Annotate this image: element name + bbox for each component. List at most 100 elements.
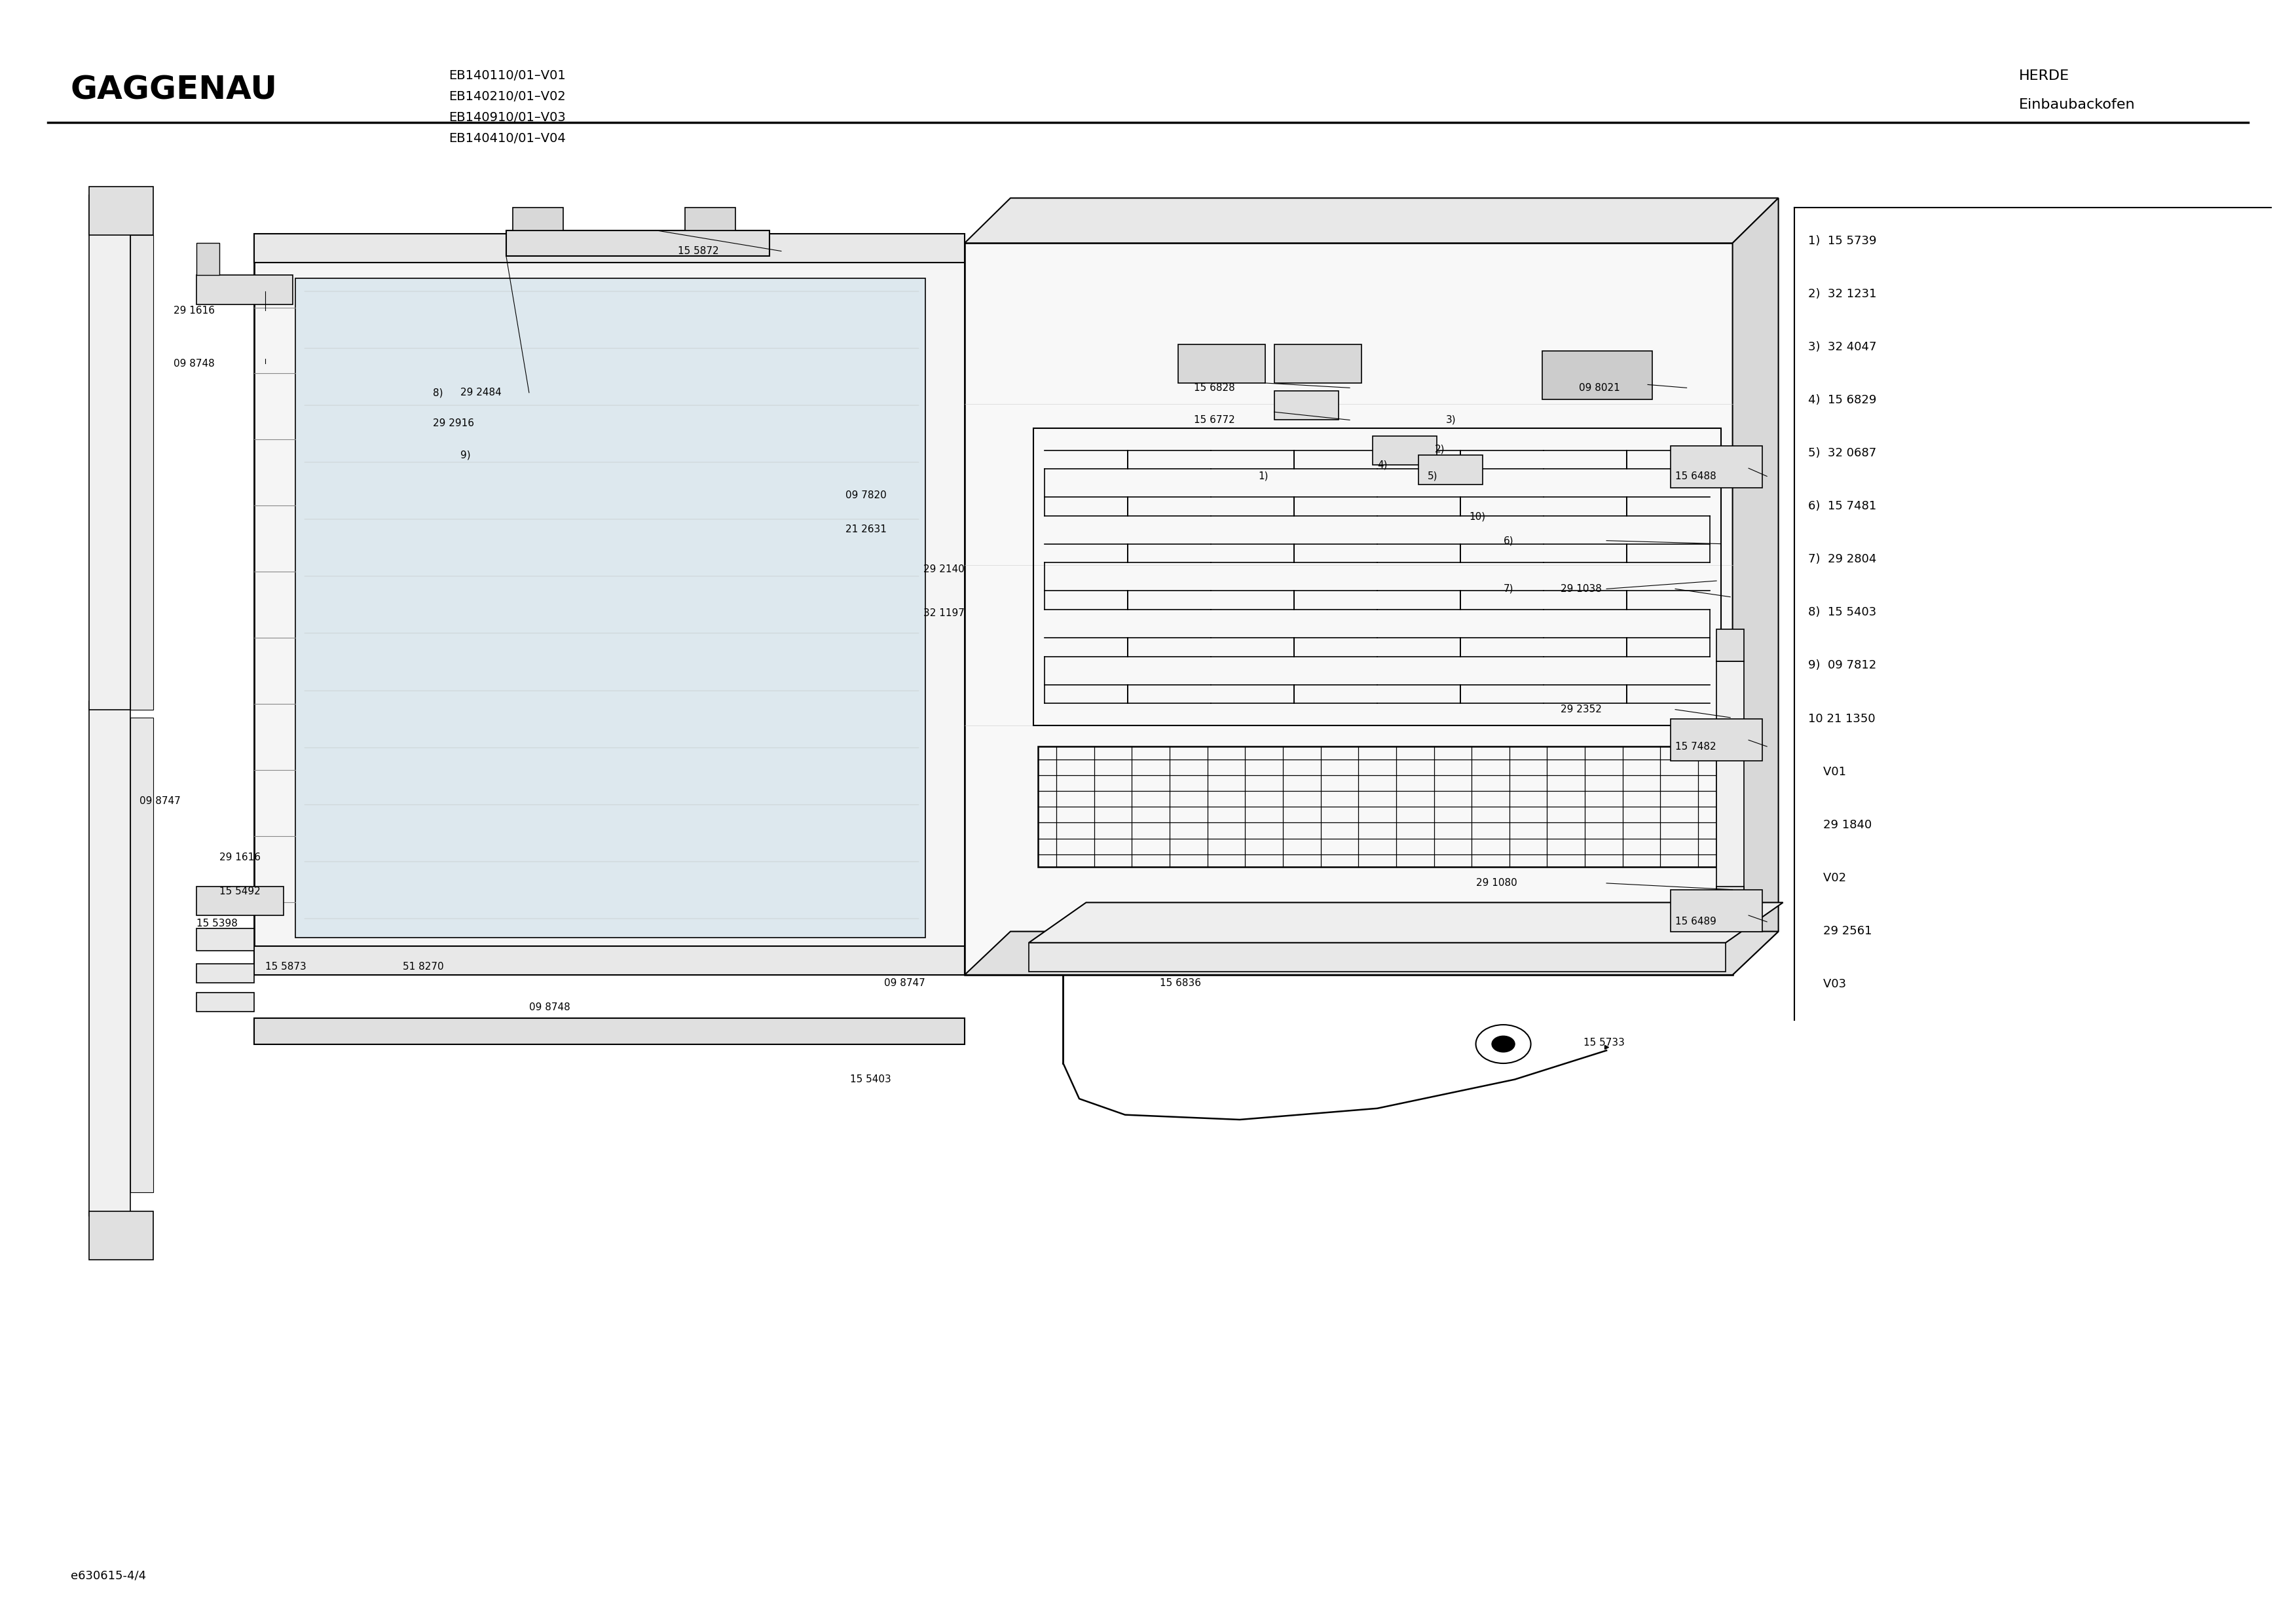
Text: EB140210/01–V02: EB140210/01–V02 [448, 90, 565, 103]
Text: 29 1616: 29 1616 [220, 853, 262, 862]
Text: 29 1038: 29 1038 [1561, 584, 1603, 593]
Bar [1671, 447, 1763, 487]
Bar [197, 929, 255, 951]
Text: 6): 6) [1504, 535, 1513, 545]
Text: 29 2484: 29 2484 [459, 388, 501, 398]
Text: 1)  15 5739: 1) 15 5739 [1809, 235, 1876, 247]
Bar [512, 208, 563, 231]
Bar [197, 276, 294, 305]
Text: 3): 3) [1446, 414, 1456, 426]
Bar [90, 195, 131, 709]
Text: V02: V02 [1809, 872, 1846, 883]
Bar [255, 251, 964, 967]
Bar [1717, 661, 1745, 919]
Bar [684, 208, 735, 231]
Bar [131, 717, 154, 1191]
Text: 15 6772: 15 6772 [1194, 414, 1235, 426]
Text: Einbaubackofen: Einbaubackofen [2018, 98, 2135, 111]
Bar [255, 946, 964, 975]
Text: 29 2561: 29 2561 [1809, 925, 1871, 937]
Bar [1671, 890, 1763, 932]
Text: 29 2352: 29 2352 [1561, 704, 1603, 714]
Bar [1038, 746, 1717, 867]
Text: 10 21 1350: 10 21 1350 [1809, 713, 1876, 724]
Text: 51 8270: 51 8270 [404, 962, 443, 972]
Text: 3)  32 4047: 3) 32 4047 [1809, 342, 1876, 353]
Text: 15 7482: 15 7482 [1676, 742, 1715, 751]
Bar [1419, 455, 1483, 484]
Text: 29 1616: 29 1616 [174, 306, 216, 316]
Bar [296, 279, 925, 938]
Text: 5)  32 0687: 5) 32 0687 [1809, 448, 1876, 459]
Text: 4): 4) [1378, 459, 1387, 471]
Text: 29 1840: 29 1840 [1809, 819, 1871, 830]
Text: 5): 5) [1428, 471, 1437, 482]
Text: 8): 8) [432, 388, 443, 398]
Text: 15 6488: 15 6488 [1676, 471, 1717, 482]
Text: 2): 2) [1435, 443, 1444, 455]
Bar [255, 1019, 964, 1045]
Text: 1): 1) [1258, 471, 1267, 482]
Bar [1033, 429, 1722, 725]
Text: 15 5733: 15 5733 [1584, 1038, 1626, 1048]
Text: 09 8747: 09 8747 [884, 978, 925, 988]
Text: 15 5492: 15 5492 [220, 887, 262, 896]
Bar [1373, 437, 1437, 464]
Text: 4)  15 6829: 4) 15 6829 [1809, 395, 1876, 406]
Text: 15 6836: 15 6836 [1159, 978, 1201, 988]
Text: 8)  15 5403: 8) 15 5403 [1809, 606, 1876, 619]
Text: 15 5398: 15 5398 [197, 919, 239, 929]
Text: 29 1080: 29 1080 [1476, 879, 1518, 888]
Text: 09 8748: 09 8748 [174, 359, 216, 369]
Text: 21 2631: 21 2631 [845, 524, 886, 534]
Bar [1717, 629, 1745, 661]
Text: 29 2916: 29 2916 [432, 418, 473, 429]
Text: 7)  29 2804: 7) 29 2804 [1809, 553, 1876, 566]
Bar [1543, 351, 1653, 400]
Bar [197, 964, 255, 983]
Polygon shape [964, 243, 1733, 975]
Text: 32 1197: 32 1197 [923, 608, 964, 617]
Bar [255, 234, 964, 263]
Text: 09 7820: 09 7820 [845, 490, 886, 500]
Bar [1178, 345, 1265, 384]
Text: 15 5403: 15 5403 [850, 1075, 891, 1085]
Bar [505, 231, 769, 256]
Text: 9): 9) [459, 450, 471, 461]
Bar [1671, 719, 1763, 761]
Polygon shape [1733, 198, 1779, 975]
Text: V01: V01 [1809, 766, 1846, 777]
Bar [197, 887, 285, 916]
Bar [197, 993, 255, 1012]
Bar [90, 187, 154, 235]
Text: 09 8747: 09 8747 [140, 796, 181, 806]
Text: 2)  32 1231: 2) 32 1231 [1809, 289, 1876, 300]
Bar [1274, 345, 1362, 384]
Text: 6)  15 7481: 6) 15 7481 [1809, 500, 1876, 513]
Text: GAGGENAU: GAGGENAU [71, 74, 278, 106]
Bar [1274, 392, 1339, 421]
Text: 15 6828: 15 6828 [1194, 384, 1235, 393]
Polygon shape [1029, 903, 1784, 943]
Bar [131, 235, 154, 709]
Text: 29 2140: 29 2140 [923, 564, 964, 574]
Text: HERDE: HERDE [2018, 69, 2069, 82]
Text: V03: V03 [1809, 978, 1846, 990]
Text: 15 5872: 15 5872 [677, 247, 719, 256]
Text: 15 6489: 15 6489 [1676, 917, 1717, 927]
Polygon shape [964, 198, 1779, 243]
Text: EB140910/01–V03: EB140910/01–V03 [448, 111, 565, 124]
Text: e630615-4/4: e630615-4/4 [71, 1570, 147, 1581]
Text: EB140110/01–V01: EB140110/01–V01 [448, 69, 565, 82]
Bar [1717, 887, 1745, 919]
Text: 7): 7) [1504, 584, 1513, 593]
Text: EB140410/01–V04: EB140410/01–V04 [448, 132, 565, 145]
Text: 9)  09 7812: 9) 09 7812 [1809, 659, 1876, 672]
Bar [90, 701, 131, 1215]
Text: 10): 10) [1469, 511, 1486, 521]
Bar [90, 1211, 154, 1259]
Text: 15 5873: 15 5873 [266, 962, 308, 972]
Bar [197, 243, 220, 276]
Polygon shape [964, 932, 1779, 975]
Text: 09 8748: 09 8748 [528, 1003, 569, 1012]
